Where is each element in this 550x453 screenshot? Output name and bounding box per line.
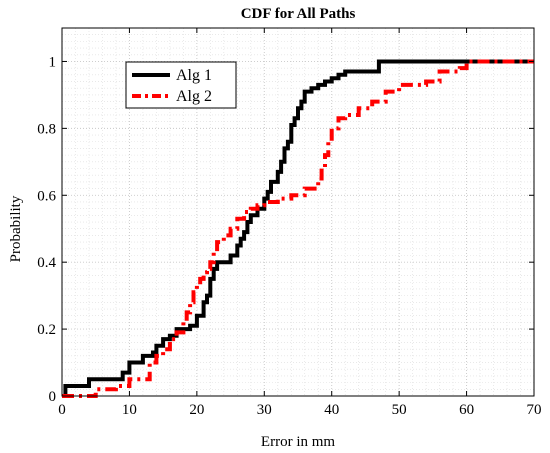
x-tick-label: 10 — [122, 402, 137, 418]
y-tick-label: 0.2 — [37, 322, 56, 338]
series-line-2 — [62, 59, 534, 398]
x-axis-label: Error in mm — [261, 434, 335, 450]
y-axis-label: Probability — [8, 195, 24, 262]
chart-title: CDF for All Paths — [241, 6, 356, 22]
x-tick-label: 60 — [459, 402, 474, 418]
plot-frame — [61, 27, 535, 397]
x-tick-label: 0 — [58, 402, 66, 418]
y-tick-label: 0.4 — [37, 255, 56, 271]
y-tick-label: 0.6 — [37, 188, 56, 204]
y-tick-label: 0.8 — [37, 121, 56, 137]
x-tick-label: 40 — [324, 402, 339, 418]
legend: Alg 1 Alg 2 — [125, 61, 237, 109]
legend-box — [125, 61, 237, 109]
series-lines — [62, 59, 534, 398]
x-tick-label: 70 — [527, 402, 542, 418]
axis-ticks: 0 10 20 30 40 50 60 70 0 0.2 0.4 0.6 0.8 1 — [37, 28, 542, 418]
legend-label-1: Alg 1 — [176, 67, 212, 84]
x-tick-label: 30 — [257, 402, 272, 418]
y-tick-label: 1 — [49, 54, 57, 70]
legend-label-2: Alg 2 — [176, 88, 212, 105]
y-tick-label: 0 — [49, 389, 57, 405]
x-tick-label: 50 — [392, 402, 407, 418]
x-tick-label: 20 — [189, 402, 204, 418]
series-line-1 — [62, 59, 534, 398]
